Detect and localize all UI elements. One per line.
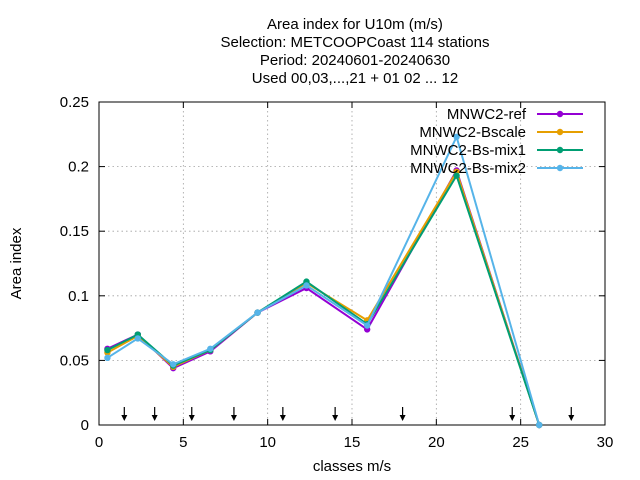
data-point	[104, 354, 111, 362]
legend-swatch-marker	[556, 146, 564, 154]
x-tick-label: 10	[259, 434, 276, 451]
title-line: Area index for U10m (m/s)	[267, 16, 443, 33]
title-line: Selection: METCOOPCoast 114 stations	[220, 34, 489, 51]
x-tick-label: 30	[597, 434, 614, 451]
series-line	[106, 134, 541, 426]
threshold-arrows	[121, 407, 575, 421]
series-MNWC2-Bs-mix2	[104, 133, 543, 429]
legend-label: MNWC2-Bs-mix2	[410, 160, 526, 177]
series-lines	[104, 133, 543, 429]
axis-ticks: 0 5 10 15 20 25 30 0 0.05 0.1 0.15 0.2 0.25	[60, 94, 614, 451]
legend-label: MNWC2-ref	[447, 106, 527, 123]
x-tick-label: 15	[344, 434, 361, 451]
data-point	[254, 309, 261, 316]
y-tick-label: 0.1	[68, 288, 89, 305]
legend-swatch-marker	[556, 164, 564, 172]
y-tick-label: 0	[81, 417, 89, 434]
y-axis-label: Area index	[8, 227, 25, 299]
chart-title: Area index for U10m (m/s)Selection: METC…	[220, 16, 489, 87]
legend-swatch-marker	[556, 110, 564, 118]
x-tick-label: 5	[179, 434, 187, 451]
data-point	[104, 346, 111, 354]
x-tick-label: 20	[428, 434, 445, 451]
threshold-arrow-head	[151, 415, 158, 421]
data-point	[303, 282, 310, 289]
data-point	[170, 361, 177, 368]
threshold-arrow-head	[188, 415, 195, 421]
data-point	[134, 335, 141, 342]
threshold-arrow-head	[399, 415, 406, 421]
threshold-arrow-head	[279, 415, 286, 421]
legend: MNWC2-refMNWC2-BscaleMNWC2-Bs-mix1MNWC2-…	[410, 106, 583, 177]
threshold-arrow-head	[568, 415, 575, 421]
data-point	[207, 345, 214, 352]
threshold-arrow-head	[121, 415, 128, 421]
x-tick-label: 0	[95, 434, 103, 451]
data-point	[453, 133, 460, 141]
legend-label: MNWC2-Bs-mix1	[410, 142, 526, 159]
title-line: Period: 20240601-20240630	[260, 52, 450, 69]
grid	[99, 102, 605, 425]
legend-label: MNWC2-Bscale	[419, 124, 526, 141]
x-tick-label: 25	[512, 434, 529, 451]
threshold-arrow-head	[230, 415, 237, 421]
y-tick-label: 0.15	[60, 223, 89, 240]
title-line: Used 00,03,...,21 + 01 02 ... 12	[252, 70, 458, 87]
data-point	[453, 172, 460, 179]
x-axis-label: classes m/s	[313, 458, 391, 475]
data-point	[363, 322, 371, 329]
y-tick-label: 0.2	[68, 159, 89, 176]
y-tick-label: 0.25	[60, 94, 89, 111]
threshold-arrow-head	[332, 415, 339, 421]
y-tick-label: 0.05	[60, 352, 89, 369]
legend-swatch-marker	[556, 128, 564, 136]
data-point	[536, 421, 543, 429]
threshold-arrow-head	[509, 415, 516, 421]
